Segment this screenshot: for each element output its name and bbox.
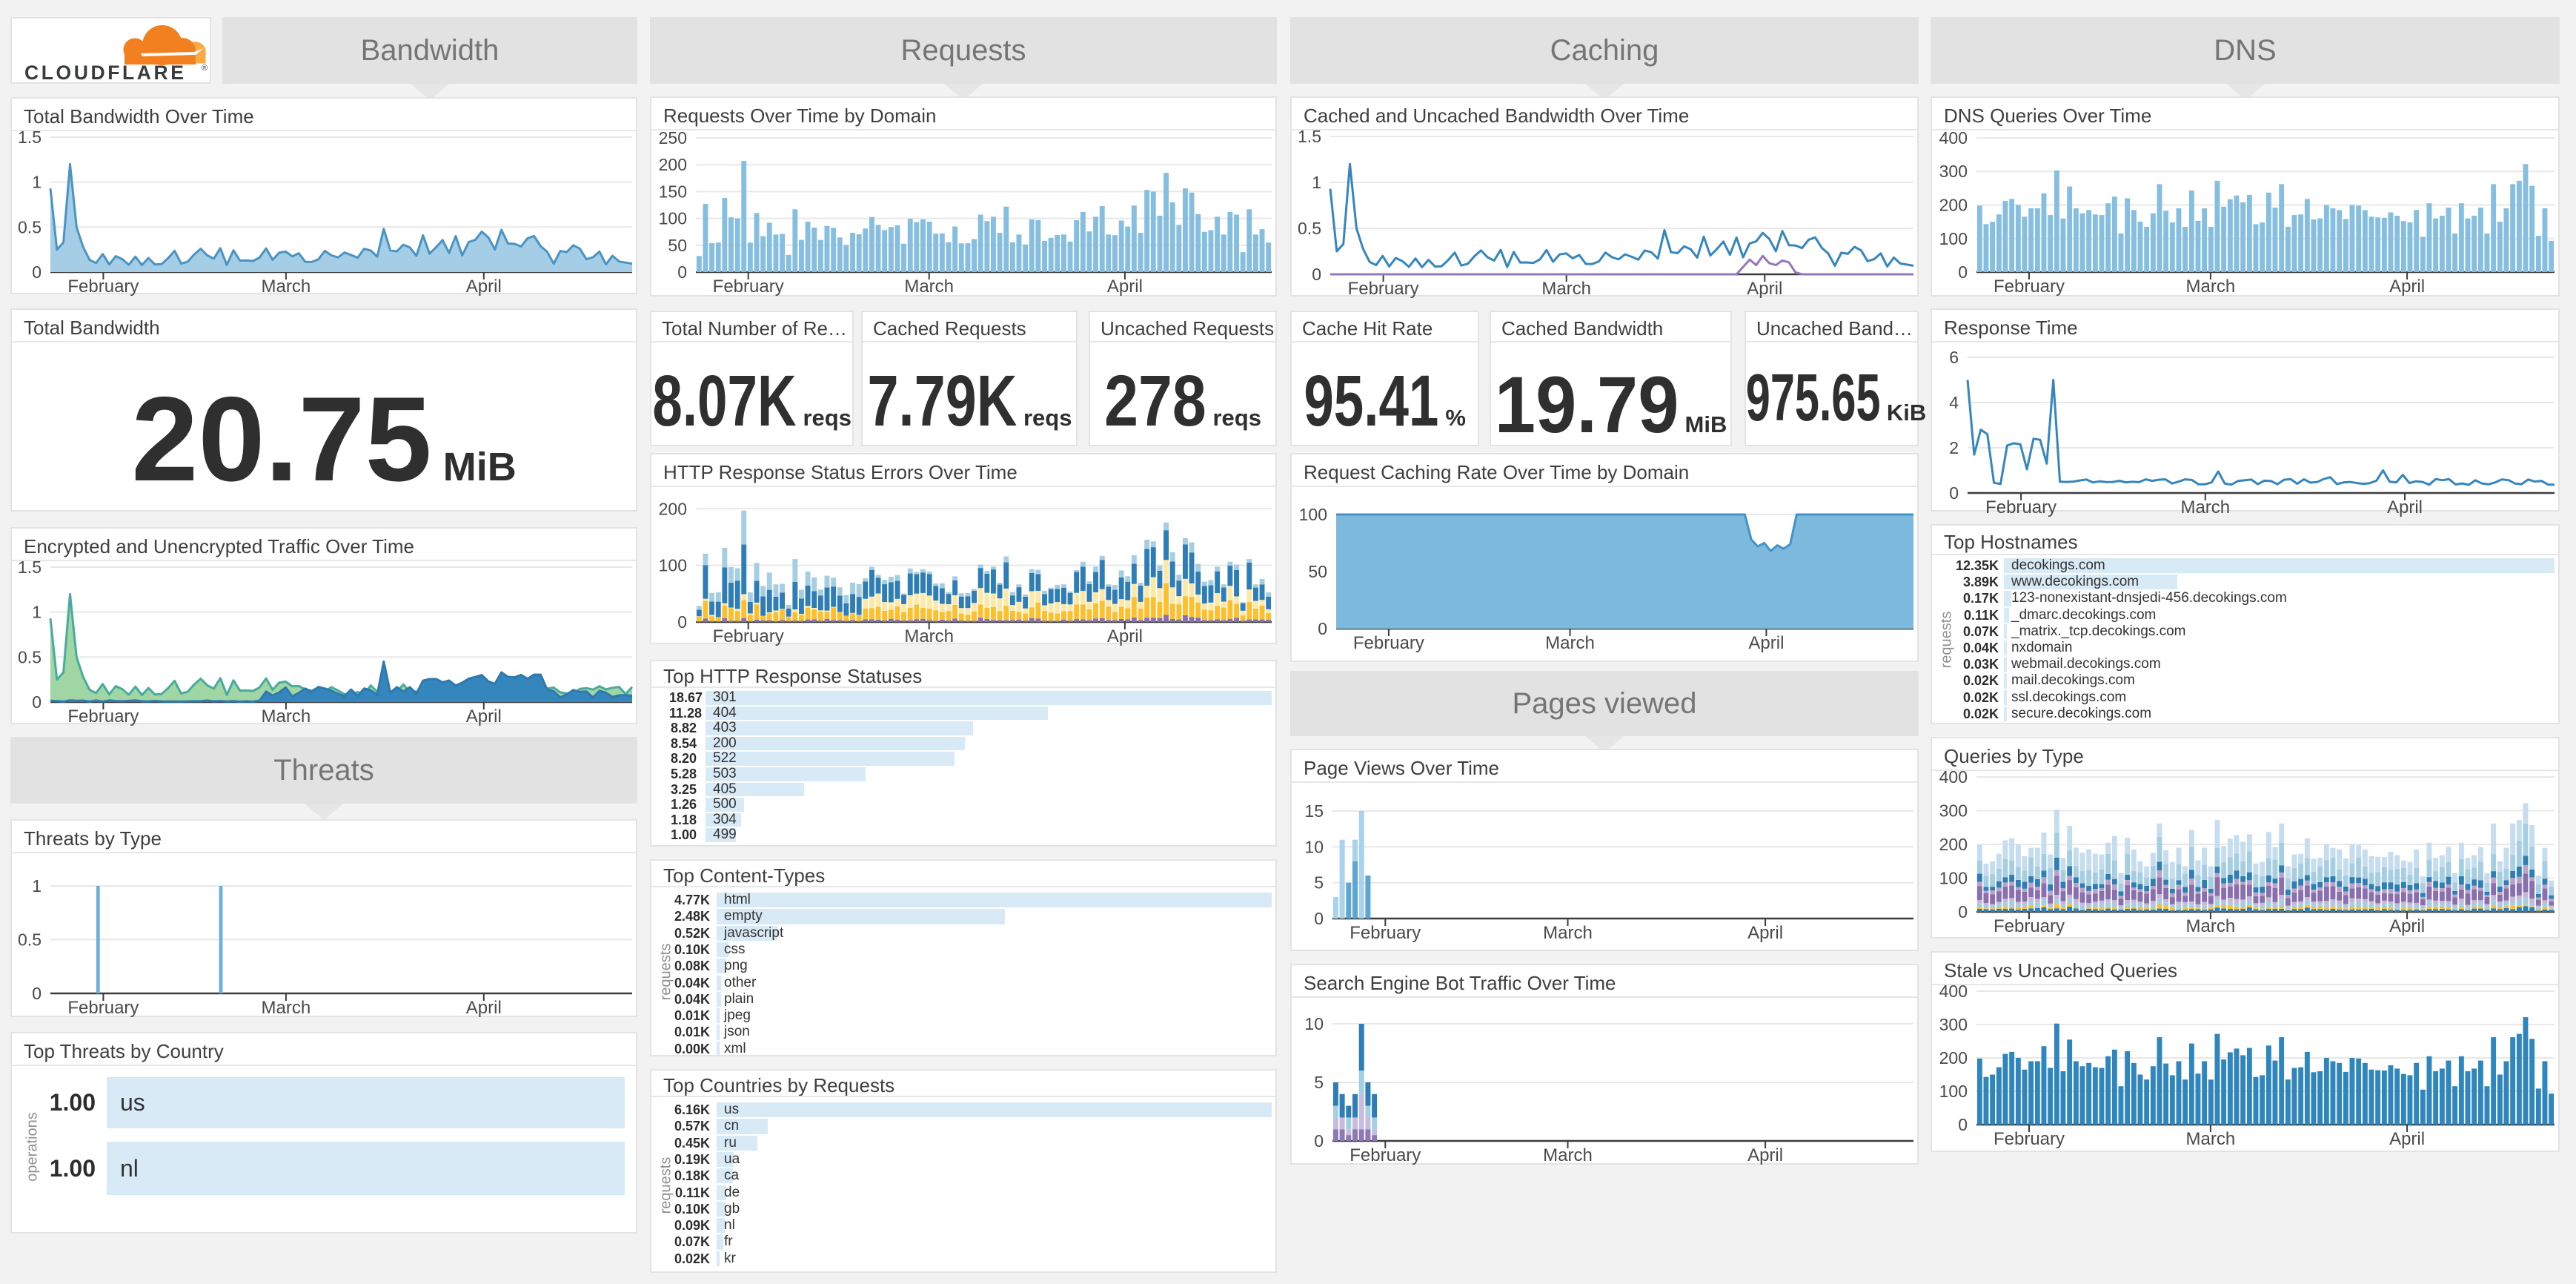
svg-text:April: April <box>1747 279 1782 299</box>
svg-text:1.5: 1.5 <box>1298 127 1321 146</box>
svg-text:400: 400 <box>1939 982 1968 1001</box>
svg-text:200: 200 <box>659 499 687 518</box>
svg-text:February: February <box>1350 1145 1421 1165</box>
svg-text:10: 10 <box>1304 837 1324 856</box>
svg-text:1: 1 <box>32 603 42 622</box>
svg-text:April: April <box>1747 923 1783 943</box>
svg-text:February: February <box>1348 279 1419 299</box>
svg-text:250: 250 <box>659 128 687 148</box>
svg-text:0: 0 <box>1958 262 1968 282</box>
svg-text:0.5: 0.5 <box>18 930 42 950</box>
svg-text:March: March <box>1545 633 1595 653</box>
svg-text:100: 100 <box>1939 869 1968 888</box>
svg-text:February: February <box>1353 633 1424 653</box>
svg-text:February: February <box>1994 916 2065 936</box>
svg-text:April: April <box>1107 626 1143 646</box>
svg-text:0.5: 0.5 <box>18 647 42 666</box>
svg-text:15: 15 <box>1304 801 1324 821</box>
svg-text:April: April <box>1748 633 1784 653</box>
svg-text:April: April <box>466 998 502 1018</box>
svg-text:March: March <box>904 277 954 297</box>
svg-text:0: 0 <box>677 612 687 632</box>
svg-text:300: 300 <box>1939 801 1968 821</box>
svg-text:1: 1 <box>32 876 42 896</box>
svg-text:March: March <box>1543 1145 1593 1165</box>
svg-text:200: 200 <box>1939 196 1968 215</box>
svg-text:50: 50 <box>1308 562 1327 581</box>
svg-text:March: March <box>262 706 311 727</box>
svg-text:5: 5 <box>1314 873 1324 893</box>
svg-text:1.5: 1.5 <box>18 557 42 577</box>
svg-text:April: April <box>2389 916 2425 936</box>
svg-text:March: March <box>2186 277 2236 297</box>
svg-text:100: 100 <box>1939 1082 1968 1101</box>
svg-text:4: 4 <box>1949 393 1959 412</box>
svg-text:0: 0 <box>677 262 687 282</box>
svg-text:April: April <box>466 706 502 727</box>
svg-text:March: March <box>904 626 954 646</box>
svg-text:0: 0 <box>1314 1131 1324 1151</box>
svg-text:50: 50 <box>668 236 687 255</box>
svg-text:100: 100 <box>1299 505 1327 524</box>
svg-text:0.5: 0.5 <box>18 217 42 236</box>
svg-text:300: 300 <box>1939 162 1968 181</box>
svg-text:0: 0 <box>1958 902 1968 921</box>
svg-text:1: 1 <box>32 173 42 192</box>
svg-text:February: February <box>1994 1129 2065 1149</box>
svg-text:200: 200 <box>1939 1048 1968 1068</box>
svg-text:0: 0 <box>32 692 42 712</box>
svg-text:March: March <box>1541 279 1591 299</box>
svg-text:February: February <box>1994 277 2065 297</box>
svg-text:April: April <box>466 277 502 297</box>
svg-text:10: 10 <box>1304 1014 1324 1033</box>
svg-text:April: April <box>2387 497 2423 517</box>
svg-text:400: 400 <box>1939 767 1968 787</box>
svg-text:February: February <box>67 706 139 727</box>
svg-text:5: 5 <box>1314 1073 1324 1092</box>
svg-text:®: ® <box>202 64 208 73</box>
svg-text:March: March <box>262 998 311 1018</box>
svg-text:March: March <box>2180 497 2230 517</box>
svg-text:February: February <box>1350 923 1421 943</box>
svg-text:0.5: 0.5 <box>1298 219 1321 238</box>
svg-text:200: 200 <box>659 155 687 174</box>
svg-text:100: 100 <box>659 209 687 228</box>
svg-text:0: 0 <box>1314 909 1324 928</box>
svg-text:February: February <box>67 277 139 297</box>
svg-text:2: 2 <box>1949 438 1959 457</box>
svg-text:February: February <box>67 998 139 1018</box>
svg-text:March: March <box>262 277 311 297</box>
svg-text:April: April <box>2389 277 2425 297</box>
svg-text:0: 0 <box>32 262 42 282</box>
svg-text:1: 1 <box>1312 173 1321 192</box>
svg-text:April: April <box>1747 1145 1783 1165</box>
svg-text:200: 200 <box>1939 835 1968 854</box>
svg-text:0: 0 <box>1312 265 1321 284</box>
svg-text:0: 0 <box>1318 619 1327 638</box>
svg-text:6: 6 <box>1949 348 1959 367</box>
svg-text:February: February <box>1985 497 2057 517</box>
svg-text:March: March <box>1543 923 1593 943</box>
svg-text:400: 400 <box>1939 128 1968 148</box>
svg-text:0: 0 <box>1958 1115 1968 1134</box>
svg-text:1.5: 1.5 <box>18 128 42 147</box>
svg-text:0: 0 <box>32 984 42 1003</box>
svg-text:100: 100 <box>1939 229 1968 248</box>
svg-text:April: April <box>2389 1129 2425 1149</box>
svg-text:February: February <box>713 626 784 646</box>
svg-text:300: 300 <box>1939 1015 1968 1034</box>
svg-text:100: 100 <box>659 556 687 575</box>
svg-text:CLOUDFLARE: CLOUDFLARE <box>24 62 187 84</box>
svg-text:March: March <box>2186 1129 2236 1149</box>
svg-text:February: February <box>713 277 784 297</box>
svg-text:April: April <box>1107 277 1143 297</box>
svg-text:0: 0 <box>1949 483 1959 503</box>
svg-text:150: 150 <box>659 182 687 201</box>
svg-text:March: March <box>2186 916 2236 936</box>
